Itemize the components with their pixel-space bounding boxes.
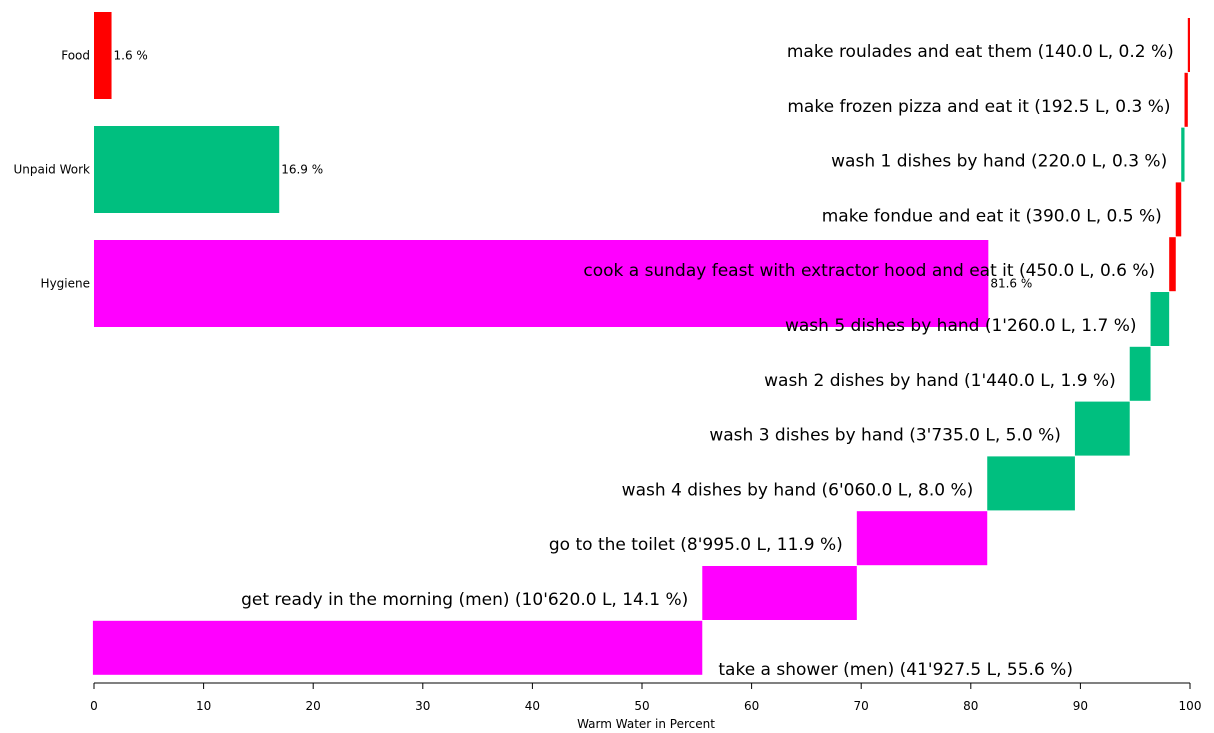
bars-layer [92, 12, 1190, 675]
activity-bar-unpaid-work [1129, 346, 1151, 401]
x-tick-label: 0 [90, 699, 98, 713]
x-tick-label: 40 [525, 699, 540, 713]
activity-label: cook a sunday feast with extractor hood … [583, 261, 1155, 281]
activity-label: wash 2 dishes by hand (1'440.0 L, 1.9 %) [764, 371, 1116, 391]
x-tick-label: 50 [634, 699, 649, 713]
activity-bar-food [1187, 18, 1190, 72]
activity-label: wash 4 dishes by hand (6'060.0 L, 8.0 %) [622, 480, 974, 500]
x-tick-label: 90 [1073, 699, 1088, 713]
category-value-label: 1.6 % [114, 49, 148, 63]
activity-label: wash 1 dishes by hand (220.0 L, 0.3 %) [831, 152, 1167, 172]
category-label: Food [61, 49, 90, 63]
activity-bar-food [1169, 237, 1176, 292]
activity-bar-hygiene [92, 620, 703, 675]
x-axis: 0 10 20 30 40 50 60 70 80 90 100 [90, 682, 1202, 713]
activity-label: go to the toilet (8'995.0 L, 11.9 %) [549, 535, 843, 555]
activity-bar-unpaid-work [1150, 292, 1170, 346]
category-bar-food [94, 12, 112, 99]
activity-bar-food [1184, 72, 1188, 127]
x-tick-label: 30 [415, 699, 430, 713]
x-tick-label: 100 [1179, 699, 1202, 713]
x-tick-label: 60 [744, 699, 759, 713]
activity-bar-hygiene [856, 511, 988, 566]
category-value-label: 16.9 % [281, 163, 323, 177]
activity-label: wash 3 dishes by hand (3'735.0 L, 5.0 %) [709, 426, 1061, 446]
activity-bar-unpaid-work [1181, 127, 1185, 182]
activity-bar-food [1175, 182, 1182, 237]
x-tick-label: 80 [963, 699, 978, 713]
category-bar-hygiene [94, 240, 989, 327]
labels-layer: Food 1.6 % Unpaid Work 16.9 % Hygiene 81.6 % m… [0, 42, 1214, 733]
x-tick-label: 70 [854, 699, 869, 713]
category-label: Unpaid Work [13, 163, 90, 177]
x-axis-title: Warm Water in Percent [577, 717, 715, 731]
activity-bar-unpaid-work [987, 456, 1075, 511]
activity-label: get ready in the morning (men) (10'620.0… [241, 590, 688, 610]
category-value-label: 81.6 % [990, 277, 1032, 291]
category-bar-unpaid-work [94, 126, 280, 213]
activity-label: make frozen pizza and eat it (192.5 L, 0… [787, 97, 1170, 117]
axis-background [0, 683, 1214, 733]
activity-bar-hygiene [702, 566, 857, 620]
activity-label: wash 5 dishes by hand (1'260.0 L, 1.7 %) [785, 316, 1137, 336]
activity-label: take a shower (men) (41'927.5 L, 55.6 %) [718, 660, 1073, 680]
activity-label: make fondue and eat it (390.0 L, 0.5 %) [822, 206, 1162, 226]
category-label: Hygiene [41, 277, 90, 291]
activity-label: make roulades and eat them (140.0 L, 0.2… [787, 42, 1174, 62]
activity-bar-unpaid-work [1074, 401, 1130, 456]
x-tick-label: 20 [306, 699, 321, 713]
x-tick-label: 10 [196, 699, 211, 713]
